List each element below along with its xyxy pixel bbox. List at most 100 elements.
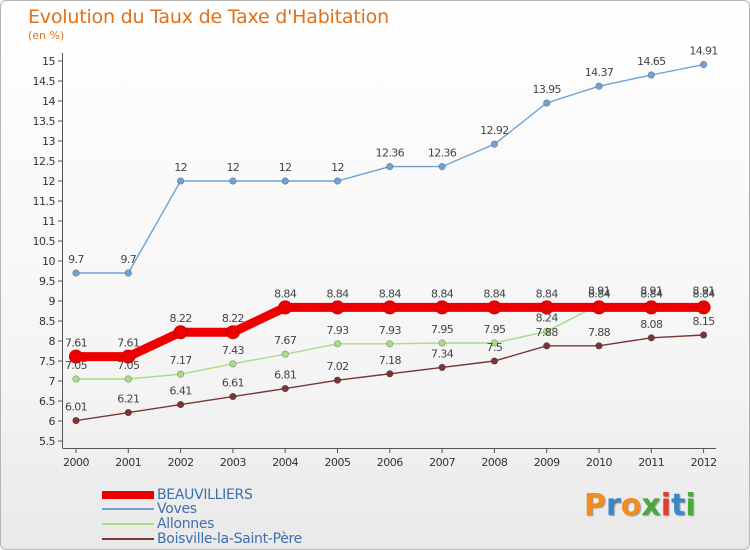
y-tick-label: 5.5 (39, 435, 55, 448)
y-tick-label: 9.5 (39, 275, 55, 288)
data-point-boisville-la-saint-p-re (595, 342, 603, 350)
data-point-beauvilliers (435, 300, 450, 315)
data-point-voves (699, 60, 708, 69)
x-tick-label: 2008 (481, 456, 507, 469)
data-point-voves (124, 269, 132, 277)
x-tick-label: 2011 (638, 456, 664, 469)
data-label-boisville-la-saint-p-re: 6.21 (117, 393, 139, 406)
data-label-boisville-la-saint-p-re: 7.02 (326, 360, 348, 373)
data-label-beauvilliers: 8.84 (536, 287, 559, 300)
data-point-boisville-la-saint-p-re (333, 376, 342, 384)
data-label-voves: 12 (279, 161, 292, 174)
legend-label: BEAUVILLIERS (157, 486, 253, 503)
data-label-allonnes: 7.93 (326, 324, 349, 337)
x-tick-label: 2002 (168, 456, 194, 469)
data-label-beauvilliers: 8.22 (170, 312, 192, 325)
data-label-boisville-la-saint-p-re: 7.88 (588, 326, 611, 339)
x-tick-label: 2012 (691, 456, 717, 469)
data-label-allonnes: 8.91 (640, 285, 662, 298)
data-point-voves (647, 71, 655, 79)
data-point-allonnes (543, 327, 551, 336)
y-tick-label: 12.5 (33, 155, 56, 168)
data-label-voves: 12 (174, 161, 187, 174)
y-tick-label: 13 (42, 135, 55, 148)
data-label-allonnes: 8.91 (693, 285, 715, 298)
data-label-voves: 9.7 (68, 253, 84, 266)
data-label-beauvilliers: 7.61 (117, 337, 139, 350)
data-label-allonnes: 8.24 (536, 311, 559, 324)
data-labels-layer: 9.7 9.7 12 12 12 12 12.36 12.36 12.92 13.95 14.37 1… (65, 45, 718, 414)
x-tick-label: 2001 (115, 456, 141, 469)
data-point-voves (386, 163, 394, 171)
data-point-allonnes (281, 350, 289, 358)
data-point-boisville-la-saint-p-re (72, 417, 80, 425)
proxiti-logo: Proxiti (584, 488, 696, 523)
x-tick-label: 2006 (377, 456, 403, 469)
data-point-beauvilliers (69, 349, 83, 364)
x-tick-label: 2010 (586, 456, 612, 469)
data-point-beauvilliers (644, 300, 659, 315)
data-label-boisville-la-saint-p-re: 6.61 (222, 377, 244, 390)
data-point-boisville-la-saint-p-re (124, 409, 132, 417)
y-tick-label: 8.5 (39, 315, 55, 328)
data-point-beauvilliers (121, 349, 136, 364)
axes: 5.5 6 6.5 7 7.5 8 8.5 9 9.5 10 10.5 11 11.5 12 12.5 13 1… (33, 53, 717, 469)
data-label-boisville-la-saint-p-re: 8.08 (640, 318, 663, 331)
data-point-boisville-la-saint-p-re (229, 393, 237, 401)
chart-subtitle: (en %) (28, 29, 65, 42)
data-point-allonnes (124, 375, 132, 383)
data-label-voves: 12.36 (376, 147, 405, 160)
data-label-voves: 12.92 (480, 124, 509, 137)
data-label-voves: 12 (226, 161, 239, 174)
data-point-voves (333, 177, 342, 185)
data-point-allonnes (72, 375, 80, 383)
data-label-allonnes: 8.91 (588, 285, 610, 298)
data-label-allonnes: 7.05 (117, 359, 140, 372)
data-label-beauvilliers: 7.61 (65, 337, 87, 350)
data-label-beauvilliers: 8.84 (588, 287, 611, 300)
data-label-allonnes: 7.95 (431, 323, 454, 336)
data-label-beauvilliers: 8.84 (640, 287, 663, 300)
legend-item-boisville-la-saint-p-re: Boisville-la-Saint-Père (102, 530, 302, 547)
data-label-boisville-la-saint-p-re: 7.5 (487, 341, 503, 354)
data-point-allonnes (333, 340, 342, 348)
data-point-boisville-la-saint-p-re (438, 363, 446, 372)
data-label-allonnes: 7.17 (170, 354, 193, 367)
data-point-beauvilliers (539, 300, 554, 315)
legend-item-voves: Voves (102, 501, 197, 517)
data-point-allonnes (438, 339, 446, 347)
legend-item-allonnes: Allonnes (102, 516, 214, 532)
y-tick-label: 11 (42, 215, 55, 228)
data-label-beauvilliers: 8.84 (431, 287, 454, 300)
data-label-boisville-la-saint-p-re: 7.18 (379, 354, 402, 367)
data-point-beauvilliers (278, 300, 293, 315)
data-point-voves (177, 177, 185, 185)
data-label-allonnes: 7.05 (65, 359, 88, 372)
legend-label: Boisville-la-Saint-Père (157, 530, 302, 547)
y-tick-label: 7.5 (39, 355, 55, 368)
data-point-beauvilliers (487, 300, 502, 315)
data-point-beauvilliers (592, 300, 606, 315)
legend-swatch (102, 507, 154, 510)
data-label-beauvilliers: 8.84 (326, 287, 349, 300)
legend-swatch (102, 490, 154, 499)
y-tick-label: 11.5 (33, 195, 56, 208)
data-point-boisville-la-saint-p-re (386, 370, 394, 378)
data-label-beauvilliers: 8.84 (274, 287, 297, 300)
y-tick-label: 8 (49, 335, 56, 348)
data-label-voves: 14.91 (689, 45, 718, 58)
data-label-boisville-la-saint-p-re: 8.15 (693, 315, 716, 328)
data-point-boisville-la-saint-p-re (177, 401, 185, 409)
data-label-voves: 12.36 (428, 147, 457, 160)
data-point-allonnes (229, 360, 237, 368)
data-label-allonnes: 7.43 (222, 344, 245, 357)
data-label-beauvilliers: 8.84 (483, 287, 506, 300)
y-tick-label: 6 (49, 415, 56, 428)
data-label-boisville-la-saint-p-re: 6.81 (274, 369, 296, 382)
y-tick-label: 12 (42, 175, 55, 188)
y-tick-label: 7 (49, 375, 56, 388)
data-label-voves: 14.65 (637, 55, 666, 68)
y-tick-label: 9 (49, 295, 56, 308)
data-label-beauvilliers: 8.84 (379, 287, 402, 300)
